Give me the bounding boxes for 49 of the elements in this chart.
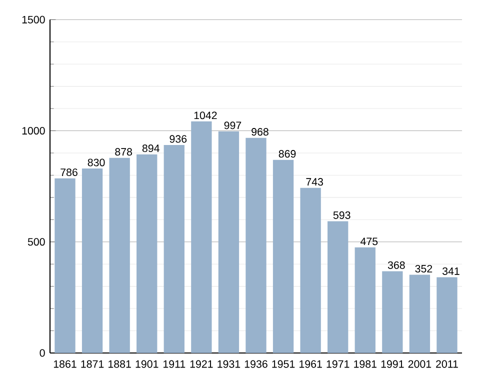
x-tick-label: 1901 (136, 360, 158, 368)
x-tick-label: 1911 (164, 360, 186, 368)
bar (218, 131, 240, 353)
data-label: 743 (306, 178, 323, 186)
x-tick-label: 1881 (108, 360, 131, 368)
bar (382, 271, 403, 353)
data-label: 341 (442, 267, 460, 275)
bar (300, 188, 321, 353)
bar (109, 158, 130, 353)
bar (436, 277, 458, 353)
data-label: 352 (415, 264, 432, 272)
data-label: 997 (224, 122, 242, 130)
data-label: 1042 (194, 112, 217, 120)
x-tick-label: 2001 (408, 360, 432, 368)
bar (191, 121, 212, 353)
data-label: 786 (60, 168, 78, 176)
bar (328, 221, 348, 353)
x-tick-label: 1961 (300, 360, 322, 368)
bar (409, 274, 430, 353)
y-tick-label: 0 (40, 349, 45, 357)
y-tick-label: 500 (28, 238, 45, 246)
x-tick-label: 1921 (190, 360, 213, 368)
x-tick-label: 1871 (81, 360, 104, 368)
data-label: 968 (252, 128, 268, 136)
x-tick-label: 1951 (272, 360, 295, 368)
bar (54, 178, 76, 353)
bar (272, 160, 294, 353)
bar (354, 247, 376, 353)
x-tick-label: 1981 (354, 360, 376, 368)
data-label: 368 (388, 261, 405, 269)
y-tick-label: 1000 (22, 126, 45, 135)
x-tick-label: 1931 (218, 360, 240, 368)
x-tick-label: 2011 (436, 360, 458, 368)
data-label: 475 (360, 238, 378, 246)
data-label: 878 (115, 148, 132, 156)
x-tick-label: 1861 (54, 360, 76, 368)
data-label: 593 (333, 211, 350, 219)
bar (82, 168, 103, 353)
data-label: 894 (142, 144, 160, 152)
y-tick-label: 1500 (22, 16, 45, 24)
bar (246, 138, 266, 353)
data-label: 869 (278, 150, 296, 158)
bar (136, 154, 158, 353)
data-label: 936 (170, 135, 187, 143)
x-tick-label: 1971 (326, 360, 350, 368)
x-tick-label: 1991 (381, 360, 404, 368)
data-label: 830 (88, 158, 105, 166)
bar (164, 144, 184, 353)
x-tick-label: 1936 (244, 360, 268, 368)
